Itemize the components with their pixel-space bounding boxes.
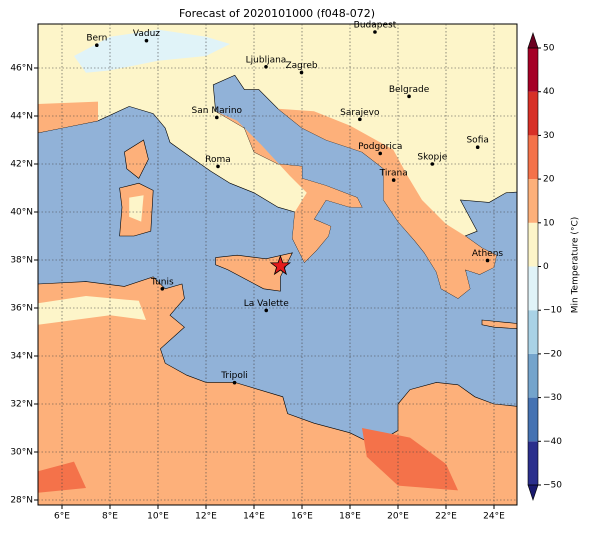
cold-alps: [74, 29, 230, 73]
warm-desert: [362, 428, 458, 491]
colorbar-tick-label: 20: [543, 175, 555, 185]
city-label: Sofia: [466, 136, 488, 146]
warm-coast: [38, 101, 98, 133]
city-label: Tunis: [150, 277, 174, 287]
crete: [481, 319, 517, 330]
y-tick-label: 34°N: [10, 352, 33, 362]
colorbar-tick-label: 0: [543, 262, 549, 272]
city-label: Tripoli: [220, 371, 248, 381]
colorbar-segment: [528, 48, 538, 92]
corsica: [124, 139, 149, 179]
y-tick-label: 32°N: [10, 400, 33, 410]
colorbar-label: Min Temperature (°C): [571, 217, 581, 314]
warm-coast: [215, 111, 362, 263]
colorbar-over: [527, 32, 539, 49]
colorbar-under: [527, 484, 539, 501]
city-dot: [232, 380, 237, 385]
city-label: Podgorica: [358, 142, 402, 152]
cool-highlands: [38, 296, 146, 325]
city-label: San Marino: [192, 106, 243, 116]
colorbar-segment: [528, 222, 538, 267]
colorbar-tick-label: 30: [543, 131, 555, 141]
x-tick-label: 20°E: [387, 512, 409, 522]
y-tick-label: 38°N: [10, 256, 33, 266]
city-label: La Valette: [244, 299, 289, 309]
city-dot: [95, 43, 99, 47]
y-tick-label: 30°N: [10, 448, 33, 458]
warm-coast: [278, 108, 497, 299]
colorbar-segment: [528, 397, 538, 442]
city-dot: [391, 178, 396, 182]
map-title: Forecast of 2020101000 (f048-072): [179, 7, 375, 20]
colorbar-segment: [528, 266, 538, 311]
colorbar-tick-label: 40: [543, 87, 555, 97]
city-dot: [373, 30, 377, 34]
x-tick-label: 24°E: [483, 512, 505, 522]
city-label: Bern: [86, 34, 107, 44]
city-dot: [144, 38, 149, 43]
colorbar-segment: [528, 135, 538, 180]
city-label: Skopje: [417, 153, 447, 163]
y-tick-label: 46°N: [10, 64, 33, 74]
colorbar-tick-label: −20: [543, 349, 562, 359]
y-tick-label: 42°N: [10, 160, 33, 170]
colorbar-tick-label: −40: [543, 437, 562, 447]
city-dot: [407, 94, 411, 99]
city-label: Belgrade: [389, 85, 430, 95]
city-dot: [485, 258, 490, 263]
colorbar-tick-label: 50: [543, 44, 555, 54]
city-dot: [358, 117, 362, 122]
sardinia-interior: [129, 195, 144, 222]
city-label: Roma: [205, 155, 231, 165]
city-dot: [299, 70, 304, 75]
city-label: Ljubljana: [246, 55, 287, 65]
y-tick-label: 28°N: [10, 496, 33, 506]
colorbar-segment: [528, 441, 538, 485]
event-star: [269, 254, 292, 276]
city-dot: [160, 287, 165, 291]
map-area: [38, 24, 517, 505]
colorbar-segment: [528, 179, 538, 223]
colorbar-tick-label: −50: [543, 481, 562, 491]
sicily: [215, 252, 293, 292]
y-tick-label: 40°N: [10, 208, 33, 218]
city-dot: [430, 162, 435, 166]
map-frame: [37, 23, 518, 506]
x-tick-label: 14°E: [243, 512, 265, 522]
city-label: Vaduz: [133, 29, 160, 39]
x-tick-label: 6°E: [54, 512, 70, 522]
city-dot: [264, 308, 269, 313]
colorbar-frame: [527, 47, 539, 486]
x-tick-label: 10°E: [147, 512, 169, 522]
colorbar-segment: [528, 310, 538, 354]
city-label: Athens: [472, 249, 503, 259]
city-label: Sarajevo: [340, 108, 380, 118]
x-tick-label: 12°E: [195, 512, 217, 522]
colorbar-tick-label: −10: [543, 306, 562, 316]
city-dot: [216, 164, 220, 169]
city-dot: [475, 145, 480, 149]
colorbar-tick-label: 10: [543, 218, 555, 228]
colorbar-tick-label: −30: [543, 393, 562, 403]
x-tick-label: 16°E: [291, 512, 313, 522]
city-label: Zagreb: [285, 61, 317, 71]
x-tick-label: 22°E: [435, 512, 457, 522]
city-dot: [378, 151, 383, 156]
x-tick-label: 18°E: [339, 512, 361, 522]
city-dot: [215, 115, 219, 120]
y-tick-label: 36°N: [10, 304, 33, 314]
x-tick-label: 8°E: [102, 512, 118, 522]
city-label: Budapest: [354, 21, 397, 31]
city-label: Tirana: [379, 169, 408, 179]
colorbar-segment: [528, 91, 538, 136]
warm-desert: [38, 461, 86, 493]
colorbar-segment: [528, 353, 538, 398]
city-dot: [264, 65, 268, 69]
y-tick-label: 44°N: [10, 112, 33, 122]
